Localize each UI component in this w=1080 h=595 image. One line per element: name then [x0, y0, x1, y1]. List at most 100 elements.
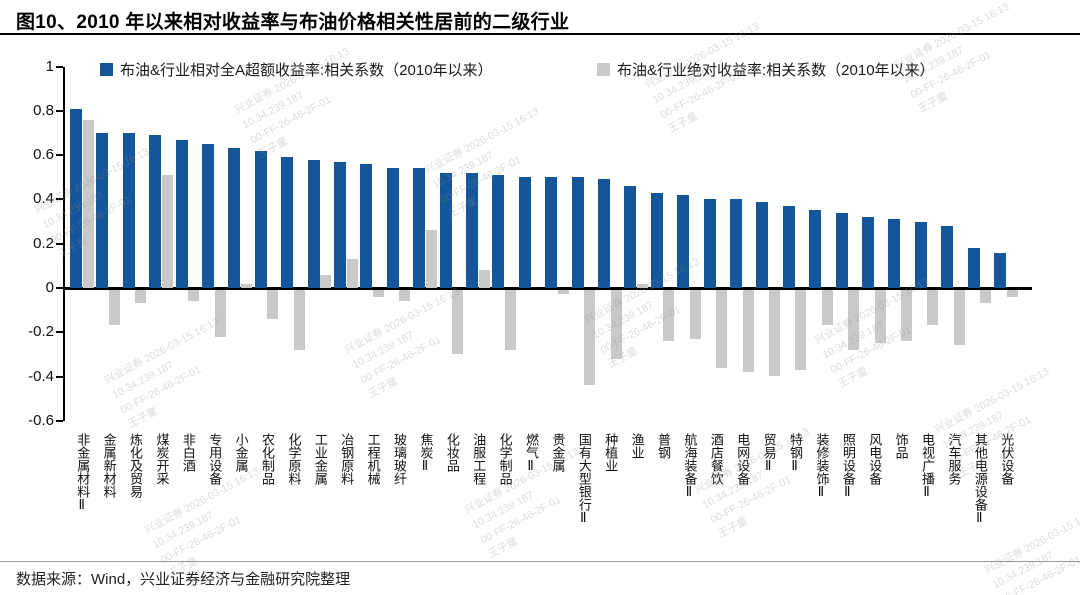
- y-axis-tick-label: 0.6: [33, 146, 54, 164]
- bar-absolute: [663, 290, 675, 341]
- watermark-text: 兴业证券 2026-03-15 16:13 10.34.239.187 00-FF-…: [342, 285, 462, 401]
- x-axis-category-label: 国有大型银行Ⅱ: [576, 433, 592, 526]
- x-axis-category-label: 冶钢原料: [339, 433, 355, 485]
- y-axis-tick-label: 0.2: [33, 234, 54, 252]
- x-axis-category-label: 化妆品: [444, 433, 460, 472]
- x-axis-category-label: 燃气Ⅱ: [524, 433, 540, 474]
- x-axis-category-label: 农化制品: [260, 433, 276, 485]
- bar-absolute: [900, 290, 912, 341]
- x-axis-category-label: 其他电源设备Ⅱ: [972, 433, 988, 526]
- legend-label-absolute: 布油&行业绝对收益率:相关系数（2010年以来）: [617, 61, 935, 79]
- y-axis-tick: [56, 65, 63, 68]
- bar-relative: [809, 210, 822, 288]
- x-axis-category-label: 照明设备Ⅱ: [840, 433, 856, 500]
- bar-relative: [756, 201, 769, 288]
- y-axis-tick-label: -0.4: [28, 367, 54, 385]
- bar-relative: [703, 199, 716, 288]
- bar-absolute: [689, 290, 701, 339]
- bar-relative: [835, 212, 848, 288]
- bar-absolute: [504, 290, 516, 350]
- x-axis-category-label: 非白酒: [180, 433, 196, 472]
- bar-relative: [360, 163, 373, 288]
- x-axis-category-label: 装修装饰Ⅱ: [814, 433, 830, 500]
- footer-divider: [0, 561, 1080, 562]
- x-axis-category-label: 饰品: [893, 433, 909, 459]
- y-axis-tick: [56, 419, 63, 422]
- bar-absolute: [240, 283, 252, 288]
- bar-relative: [413, 168, 426, 288]
- bar-relative: [518, 177, 531, 288]
- bar-absolute: [874, 290, 886, 344]
- bar-absolute: [293, 290, 305, 350]
- x-axis-category-label: 普钢: [656, 433, 672, 459]
- y-axis-tick: [56, 154, 63, 157]
- y-axis-line: [63, 66, 65, 421]
- bar-relative: [888, 219, 901, 288]
- bar-absolute: [135, 290, 147, 304]
- x-axis-category-label: 工业金属: [312, 433, 328, 485]
- x-axis-category-label: 种植业: [603, 433, 619, 472]
- bar-relative: [307, 159, 320, 288]
- x-axis-category-label: 酒店餐饮: [708, 433, 724, 485]
- bar-absolute: [716, 290, 728, 368]
- y-axis-tick-label: -0.2: [28, 323, 54, 341]
- x-axis-category-label: 玻璃玻纤: [392, 433, 408, 485]
- x-axis-category-label: 焦炭Ⅱ: [418, 433, 434, 474]
- bar-absolute: [82, 119, 94, 288]
- bar-relative: [545, 177, 558, 288]
- bar-relative: [334, 161, 346, 288]
- bar-absolute: [267, 290, 279, 319]
- legend-label-relative: 布油&行业相对全A超额收益率:相关系数（2010年以来）: [120, 61, 493, 79]
- bar-absolute: [372, 290, 384, 297]
- bar-absolute: [214, 290, 226, 337]
- bar-relative: [175, 139, 188, 288]
- bar-absolute: [742, 290, 754, 372]
- legend-item-absolute: 布油&行业绝对收益率:相关系数（2010年以来）: [597, 60, 935, 79]
- bar-absolute: [320, 274, 332, 288]
- bar-relative: [571, 177, 584, 288]
- bar-absolute: [1006, 290, 1018, 297]
- bar-relative: [967, 248, 980, 288]
- x-axis-category-label: 汽车服务: [946, 433, 962, 485]
- bar-relative: [96, 132, 109, 288]
- bar-absolute: [425, 230, 437, 288]
- x-axis-category-label: 炼化及贸易: [128, 433, 144, 498]
- x-axis-category-label: 贵金属: [550, 433, 566, 472]
- y-axis-tick: [56, 109, 63, 112]
- x-axis-category-label: 非金属材料Ⅱ: [75, 433, 91, 513]
- data-source-note: 数据来源：Wind，兴业证券经济与金融研究院整理: [16, 571, 351, 588]
- x-axis-category-label: 化学制品: [497, 433, 513, 485]
- x-axis-category-label: 工程机械: [365, 433, 381, 485]
- y-axis-tick-label: 0.8: [33, 101, 54, 119]
- x-axis-category-label: 光伏设备: [999, 433, 1015, 485]
- bar-absolute: [795, 290, 807, 370]
- bar-relative: [439, 172, 452, 288]
- bar-absolute: [610, 290, 622, 359]
- bar-relative: [122, 132, 135, 288]
- bar-absolute: [346, 259, 358, 288]
- figure-title: 图10、2010 年以来相对收益率与布油价格相关性居前的二级行业: [16, 12, 570, 33]
- bar-relative: [624, 186, 637, 288]
- x-axis-category-label: 贸易Ⅱ: [761, 433, 777, 474]
- bar-absolute: [188, 290, 200, 302]
- bar-relative: [281, 157, 294, 288]
- y-axis-tick: [56, 198, 63, 201]
- bar-relative: [149, 135, 162, 288]
- bar-absolute: [108, 290, 120, 326]
- bar-relative: [254, 150, 267, 288]
- bar-absolute: [161, 175, 173, 288]
- y-axis-tick-label: -0.6: [28, 411, 54, 429]
- bar-relative: [598, 179, 610, 288]
- x-axis-category-label: 电视广播Ⅱ: [920, 433, 936, 500]
- bar-relative: [730, 199, 742, 288]
- y-axis-tick: [56, 287, 63, 289]
- bar-absolute: [557, 290, 569, 295]
- x-axis-category-label: 煤炭开采: [154, 433, 170, 485]
- bar-relative: [386, 168, 399, 288]
- x-axis-category-label: 小金属: [233, 433, 249, 472]
- bar-absolute: [953, 290, 965, 346]
- bar-absolute: [452, 290, 464, 355]
- bar-absolute: [636, 283, 648, 288]
- x-axis-category-label: 化学原料: [286, 433, 302, 485]
